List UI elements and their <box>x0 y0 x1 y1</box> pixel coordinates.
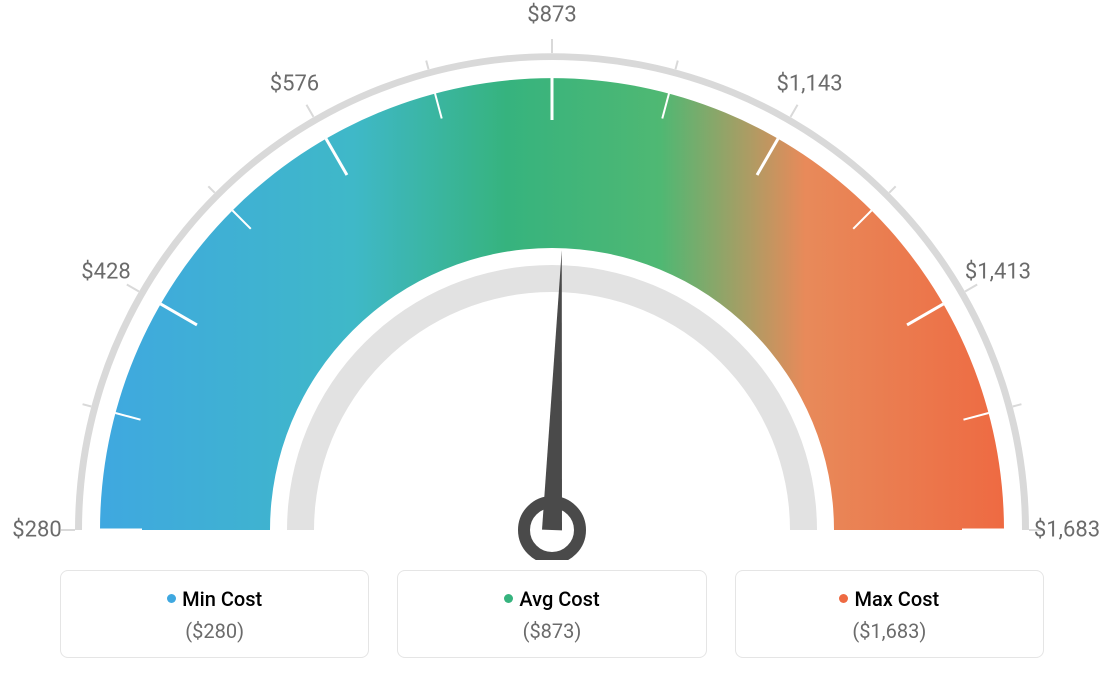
legend-title-text: Min Cost <box>182 587 262 611</box>
gauge-tick-label: $873 <box>527 3 576 28</box>
gauge-tick-label: $428 <box>81 260 130 285</box>
legend-card-min: Min Cost ($280) <box>60 570 369 658</box>
gauge-tick-label: $576 <box>270 72 319 97</box>
legend-title-text: Max Cost <box>854 587 939 611</box>
legend-row: Min Cost ($280) Avg Cost ($873) Max Cost… <box>0 570 1104 658</box>
legend-value-avg: ($873) <box>418 619 685 643</box>
legend-title-avg: Avg Cost <box>418 587 685 611</box>
gauge-tick-label: $1,413 <box>965 260 1031 285</box>
legend-card-max: Max Cost ($1,683) <box>735 570 1044 658</box>
gauge-tick-label: $1,143 <box>776 72 842 97</box>
legend-card-avg: Avg Cost ($873) <box>397 570 706 658</box>
legend-title-min: Min Cost <box>81 587 348 611</box>
gauge-tick-label: $280 <box>12 518 61 543</box>
legend-title-text: Avg Cost <box>519 587 599 611</box>
gauge-svg <box>0 0 1104 560</box>
legend-value-min: ($280) <box>81 619 348 643</box>
dot-icon <box>504 594 513 603</box>
dot-icon <box>839 594 848 603</box>
dot-icon <box>167 594 176 603</box>
gauge-tick-label: $1,683 <box>1034 518 1100 543</box>
legend-title-max: Max Cost <box>756 587 1023 611</box>
gauge-chart: $280 $428 $576 $873 $1,143 $1,413 $1,683 <box>0 0 1104 560</box>
legend-value-max: ($1,683) <box>756 619 1023 643</box>
